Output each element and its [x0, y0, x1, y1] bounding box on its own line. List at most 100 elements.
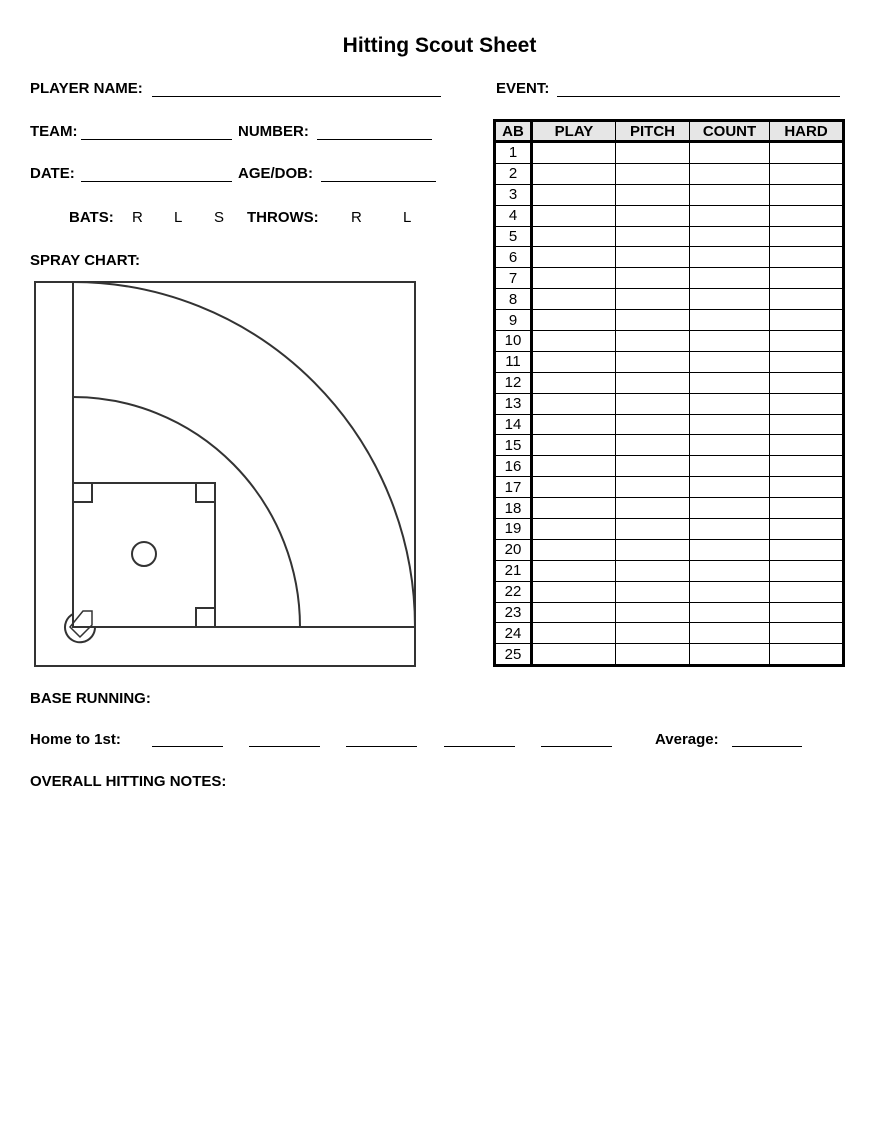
play-cell[interactable] — [531, 538, 616, 561]
play-cell[interactable] — [531, 330, 616, 352]
play-cell[interactable] — [531, 350, 616, 373]
count-cell[interactable] — [689, 371, 770, 394]
play-cell[interactable] — [531, 518, 616, 540]
count-cell[interactable] — [689, 518, 770, 540]
play-cell[interactable] — [531, 309, 616, 332]
hard-cell[interactable] — [769, 204, 844, 227]
hard-cell[interactable] — [769, 643, 844, 667]
pitch-cell[interactable] — [615, 225, 690, 248]
pitch-cell[interactable] — [615, 183, 690, 206]
pitch-cell[interactable] — [615, 497, 690, 520]
count-cell[interactable] — [689, 288, 770, 311]
home-to-first-time-4[interactable] — [444, 746, 515, 747]
player-name-field[interactable] — [152, 96, 441, 97]
play-cell[interactable] — [531, 580, 616, 603]
play-cell[interactable] — [531, 476, 616, 499]
hard-cell[interactable] — [769, 476, 844, 499]
pitch-cell[interactable] — [615, 350, 690, 373]
count-cell[interactable] — [689, 162, 770, 185]
hard-cell[interactable] — [769, 309, 844, 332]
count-cell[interactable] — [689, 601, 770, 624]
hard-cell[interactable] — [769, 538, 844, 561]
play-cell[interactable] — [531, 559, 616, 582]
pitch-cell[interactable] — [615, 371, 690, 394]
play-cell[interactable] — [531, 622, 616, 645]
hard-cell[interactable] — [769, 183, 844, 206]
play-cell[interactable] — [531, 371, 616, 394]
count-cell[interactable] — [689, 350, 770, 373]
average-field[interactable] — [732, 746, 802, 747]
notes-area[interactable] — [30, 800, 850, 1100]
count-cell[interactable] — [689, 225, 770, 248]
hard-cell[interactable] — [769, 246, 844, 269]
hard-cell[interactable] — [769, 434, 844, 457]
number-field[interactable] — [317, 139, 432, 140]
pitch-cell[interactable] — [615, 455, 690, 478]
pitch-cell[interactable] — [615, 141, 690, 164]
hard-cell[interactable] — [769, 601, 844, 624]
pitch-cell[interactable] — [615, 601, 690, 624]
hard-cell[interactable] — [769, 622, 844, 645]
home-to-first-time-1[interactable] — [152, 746, 223, 747]
hard-cell[interactable] — [769, 455, 844, 478]
count-cell[interactable] — [689, 434, 770, 457]
pitch-cell[interactable] — [615, 204, 690, 227]
event-field[interactable] — [557, 96, 840, 97]
play-cell[interactable] — [531, 455, 616, 478]
hard-cell[interactable] — [769, 225, 844, 248]
home-to-first-time-3[interactable] — [346, 746, 417, 747]
pitch-cell[interactable] — [615, 267, 690, 290]
pitch-cell[interactable] — [615, 518, 690, 540]
throws-option-r[interactable]: R — [351, 209, 362, 226]
home-to-first-time-2[interactable] — [249, 746, 320, 747]
count-cell[interactable] — [689, 455, 770, 478]
pitch-cell[interactable] — [615, 162, 690, 185]
hard-cell[interactable] — [769, 497, 844, 520]
play-cell[interactable] — [531, 434, 616, 457]
pitch-cell[interactable] — [615, 580, 690, 603]
age-dob-field[interactable] — [321, 181, 436, 182]
spray-chart-field-diagram[interactable] — [0, 0, 879, 700]
count-cell[interactable] — [689, 559, 770, 582]
count-cell[interactable] — [689, 413, 770, 436]
play-cell[interactable] — [531, 204, 616, 227]
team-field[interactable] — [81, 139, 232, 140]
hard-cell[interactable] — [769, 267, 844, 290]
pitch-cell[interactable] — [615, 413, 690, 436]
hard-cell[interactable] — [769, 162, 844, 185]
pitch-cell[interactable] — [615, 622, 690, 645]
pitch-cell[interactable] — [615, 643, 690, 667]
bats-option-s[interactable]: S — [214, 209, 225, 226]
count-cell[interactable] — [689, 476, 770, 499]
hard-cell[interactable] — [769, 371, 844, 394]
play-cell[interactable] — [531, 392, 616, 415]
hard-cell[interactable] — [769, 141, 844, 164]
hard-cell[interactable] — [769, 413, 844, 436]
home-to-first-time-5[interactable] — [541, 746, 612, 747]
play-cell[interactable] — [531, 643, 616, 667]
count-cell[interactable] — [689, 267, 770, 290]
count-cell[interactable] — [689, 204, 770, 227]
count-cell[interactable] — [689, 183, 770, 206]
hard-cell[interactable] — [769, 580, 844, 603]
pitch-cell[interactable] — [615, 288, 690, 311]
count-cell[interactable] — [689, 643, 770, 667]
play-cell[interactable] — [531, 267, 616, 290]
pitch-cell[interactable] — [615, 538, 690, 561]
play-cell[interactable] — [531, 288, 616, 311]
count-cell[interactable] — [689, 309, 770, 332]
pitch-cell[interactable] — [615, 392, 690, 415]
hard-cell[interactable] — [769, 559, 844, 582]
play-cell[interactable] — [531, 225, 616, 248]
play-cell[interactable] — [531, 497, 616, 520]
hard-cell[interactable] — [769, 518, 844, 540]
bats-option-r[interactable]: R — [132, 209, 143, 226]
pitch-cell[interactable] — [615, 330, 690, 352]
pitch-cell[interactable] — [615, 434, 690, 457]
count-cell[interactable] — [689, 141, 770, 164]
play-cell[interactable] — [531, 246, 616, 269]
play-cell[interactable] — [531, 601, 616, 624]
hard-cell[interactable] — [769, 288, 844, 311]
count-cell[interactable] — [689, 246, 770, 269]
pitch-cell[interactable] — [615, 309, 690, 332]
